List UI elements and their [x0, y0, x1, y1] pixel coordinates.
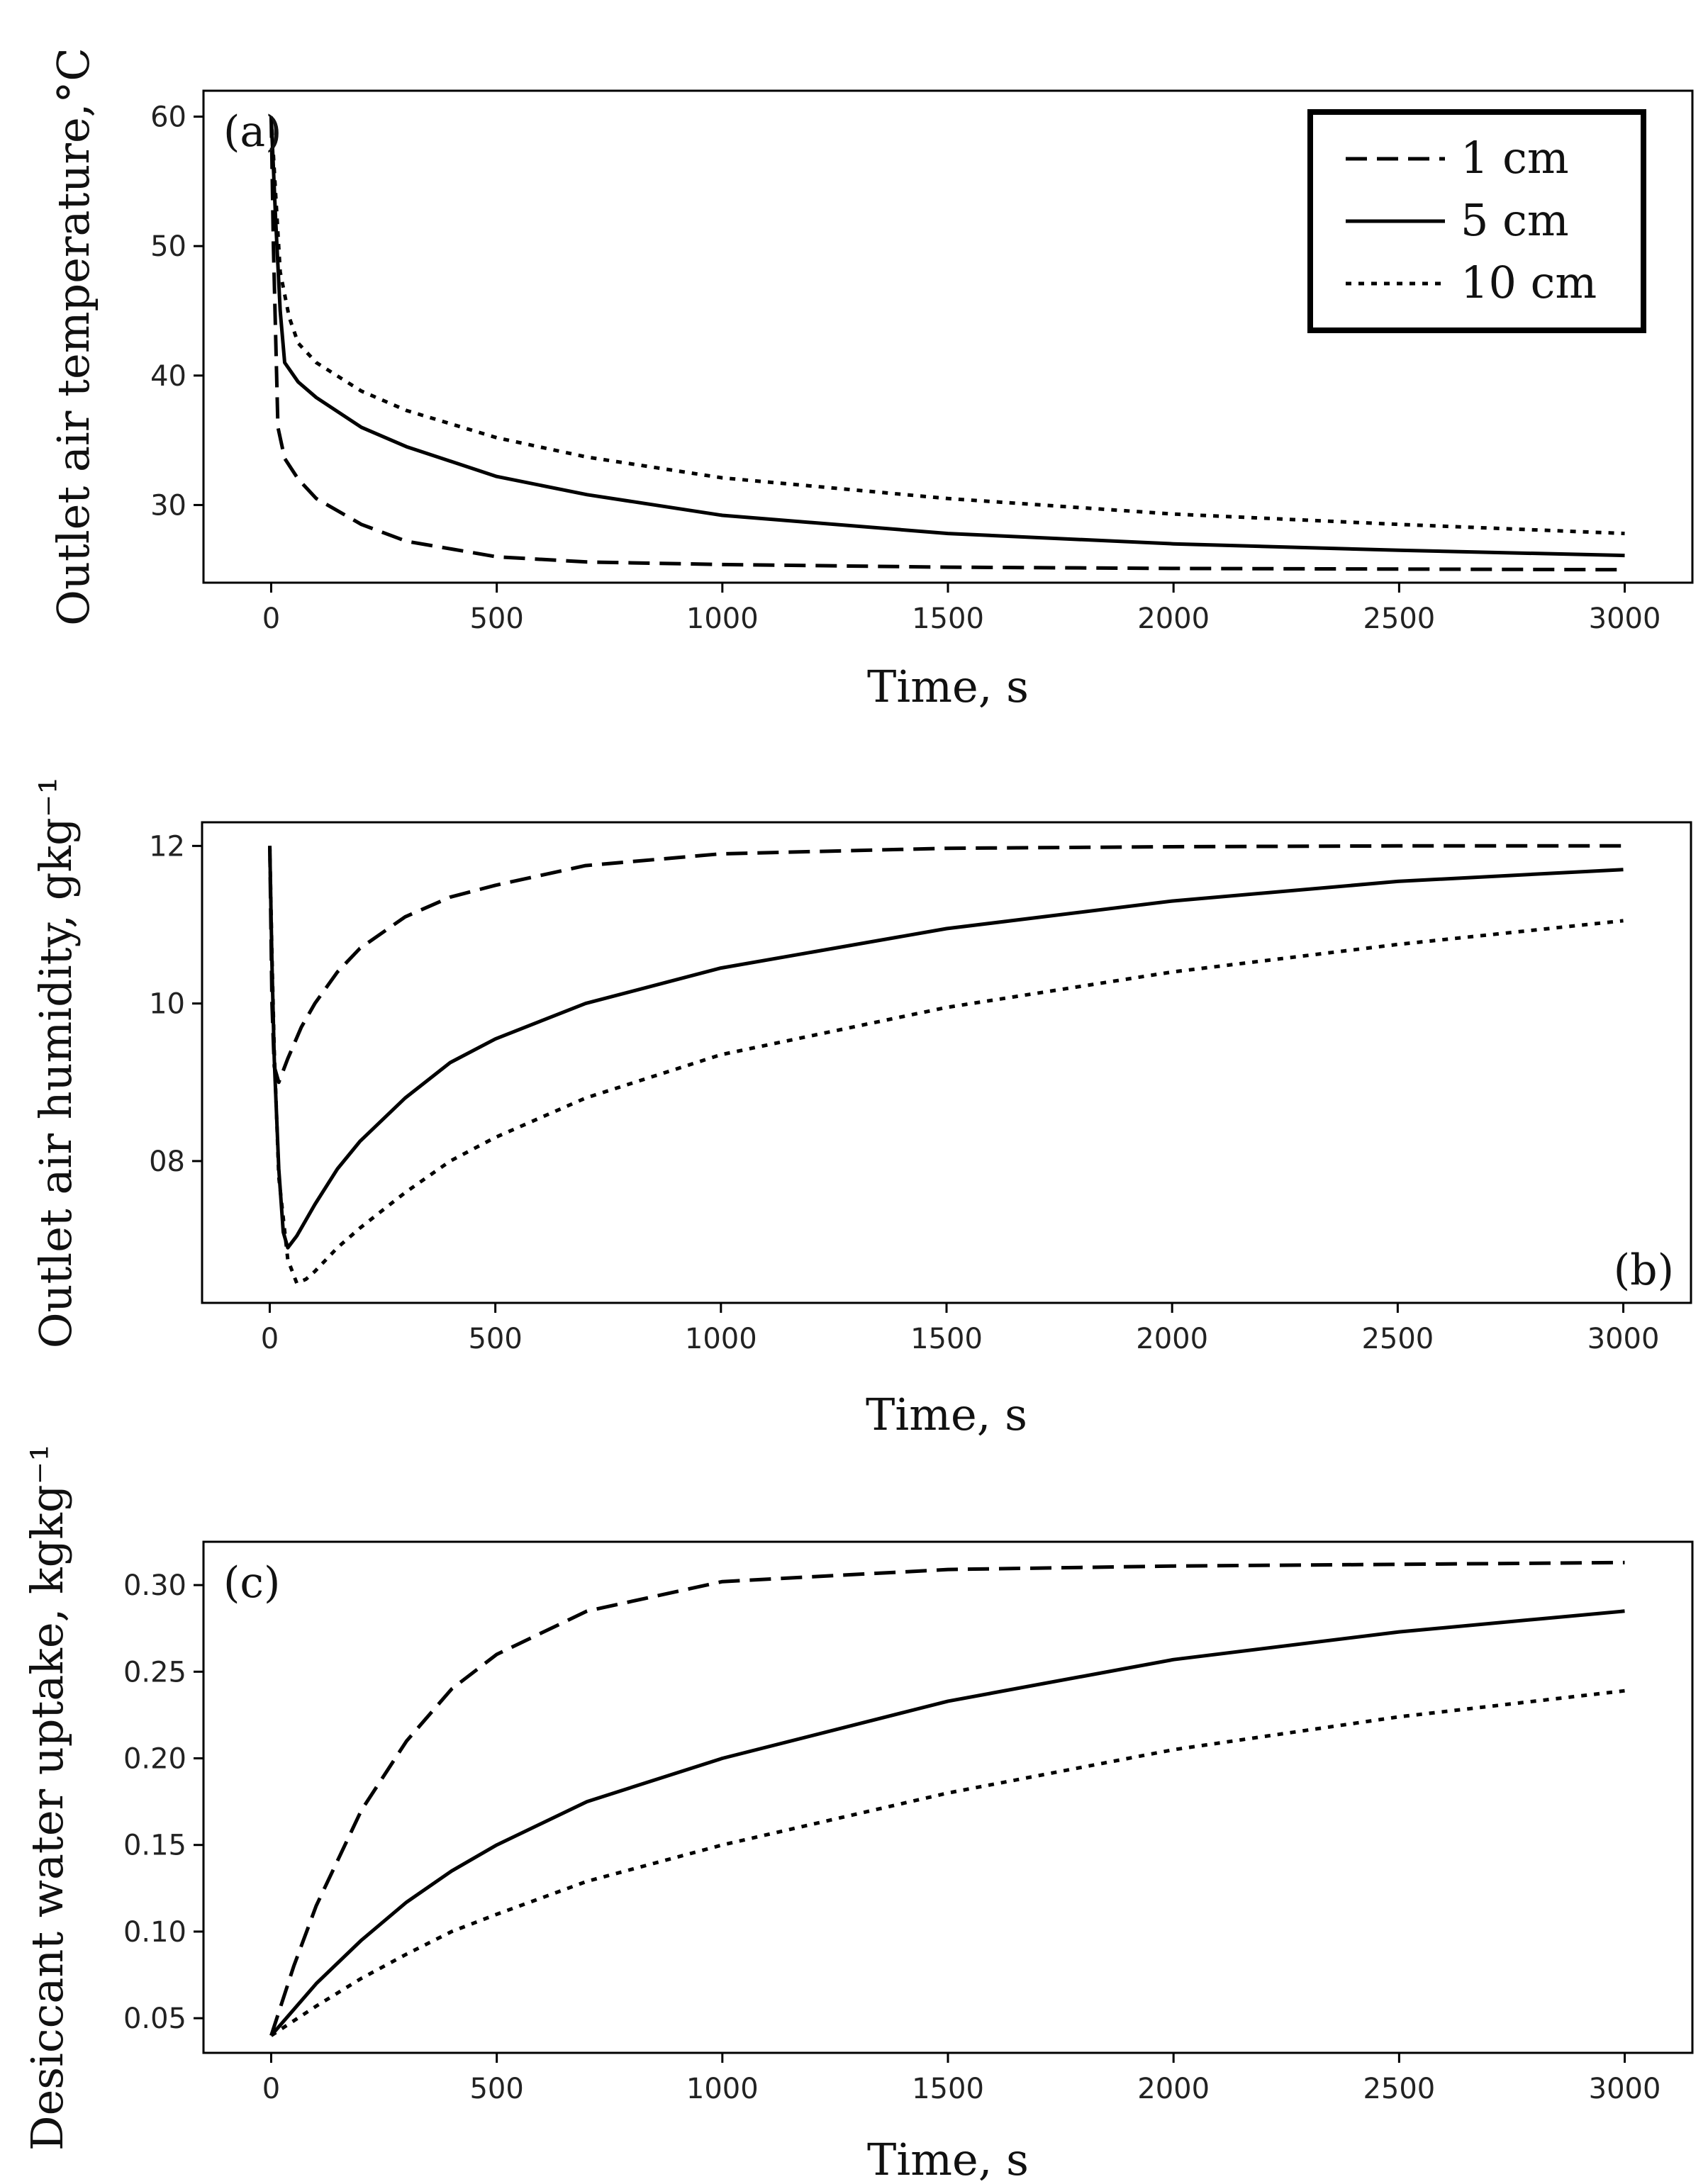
series-line-5-cm [268, 846, 1624, 1250]
x-tick-label: 3000 [1589, 603, 1661, 635]
x-tick-label: 2500 [1363, 2073, 1435, 2105]
series-line-10-cm [270, 1689, 1625, 2037]
x-axis-label: Time, s [867, 2134, 1029, 2184]
series-line-1-cm [269, 116, 1625, 572]
y-axis-label: Outlet air humidity, gkg⁻¹ [30, 777, 82, 1349]
y-tick-label: 12 [149, 830, 185, 863]
series-line-10-cm [269, 116, 1625, 536]
panel-label: (c) [223, 1558, 280, 1608]
x-tick-label: 2000 [1137, 2073, 1210, 2105]
x-tick-label: 1500 [910, 1323, 983, 1355]
y-tick-label: 40 [150, 360, 186, 393]
legend-entry: 10 cm [1461, 257, 1597, 308]
chart-panel-1: 0 500 1000 1500 2000 2500 3000 30 40 50 60 Time, s O… [48, 47, 1694, 712]
y-tick-label: 10 [149, 988, 185, 1021]
y-tick-label: 0.25 [123, 1656, 186, 1689]
legend: 1 cm 5 cm 10 cm [1307, 109, 1646, 333]
x-tick-label: 2500 [1363, 603, 1435, 635]
plot-frame [202, 1540, 1694, 2054]
y-axis-label: Desiccant water uptake, kgkg⁻¹ [21, 1444, 73, 2151]
panel-label: (a) [223, 107, 282, 157]
y-tick-label: 0.10 [123, 1916, 186, 1949]
x-tick-label: 500 [468, 1323, 522, 1355]
x-tick-label: 1000 [686, 603, 759, 635]
y-tick-label: 08 [149, 1146, 185, 1178]
x-tick-label: 2500 [1361, 1323, 1434, 1355]
x-tick-label: 0 [261, 1323, 279, 1355]
x-tick-label: 1500 [912, 603, 984, 635]
x-tick-label: 2000 [1137, 603, 1210, 635]
x-tick-label: 1000 [685, 1323, 757, 1355]
x-tick-label: 1000 [686, 2073, 759, 2105]
series-line-1-cm [269, 1560, 1625, 2037]
panel-label: (b) [1614, 1245, 1674, 1295]
x-axis-label: Time, s [866, 1389, 1027, 1440]
series-line-10-cm [268, 846, 1624, 1285]
x-tick-label: 1500 [912, 2073, 984, 2105]
chart-panel-3: 0 500 1000 1500 2000 2500 3000 0.05 0.10 0.15 0.20… [21, 1444, 1694, 2184]
y-tick-label: 60 [150, 101, 186, 134]
x-tick-label: 0 [262, 603, 280, 635]
x-tick-label: 3000 [1587, 1323, 1660, 1355]
legend-entry: 5 cm [1461, 194, 1569, 246]
series-line-1-cm [268, 844, 1624, 1085]
x-tick-label: 500 [469, 2073, 523, 2105]
y-tick-label: 0.15 [123, 1830, 186, 1862]
y-tick-label: 30 [150, 489, 186, 522]
x-tick-label: 0 [262, 2073, 280, 2105]
x-tick-label: 500 [469, 603, 523, 635]
x-tick-label: 2000 [1136, 1323, 1208, 1355]
y-axis-label: Outlet air temperature,°C [48, 47, 99, 626]
y-tick-label: 0.05 [123, 2003, 186, 2035]
x-axis-label: Time, s [867, 661, 1029, 712]
plot-frame [201, 821, 1692, 1304]
chart-panel-2: 0 500 1000 1500 2000 2500 3000 08 10 12 Time, s Out… [30, 777, 1692, 1440]
x-tick-label: 3000 [1589, 2073, 1661, 2105]
y-tick-label: 0.20 [123, 1743, 186, 1776]
y-tick-label: 0.30 [123, 1569, 186, 1602]
series-line-5-cm [269, 1609, 1625, 2037]
legend-entry: 1 cm [1461, 132, 1569, 184]
y-tick-label: 50 [150, 230, 186, 263]
series-line-5-cm [269, 116, 1625, 558]
